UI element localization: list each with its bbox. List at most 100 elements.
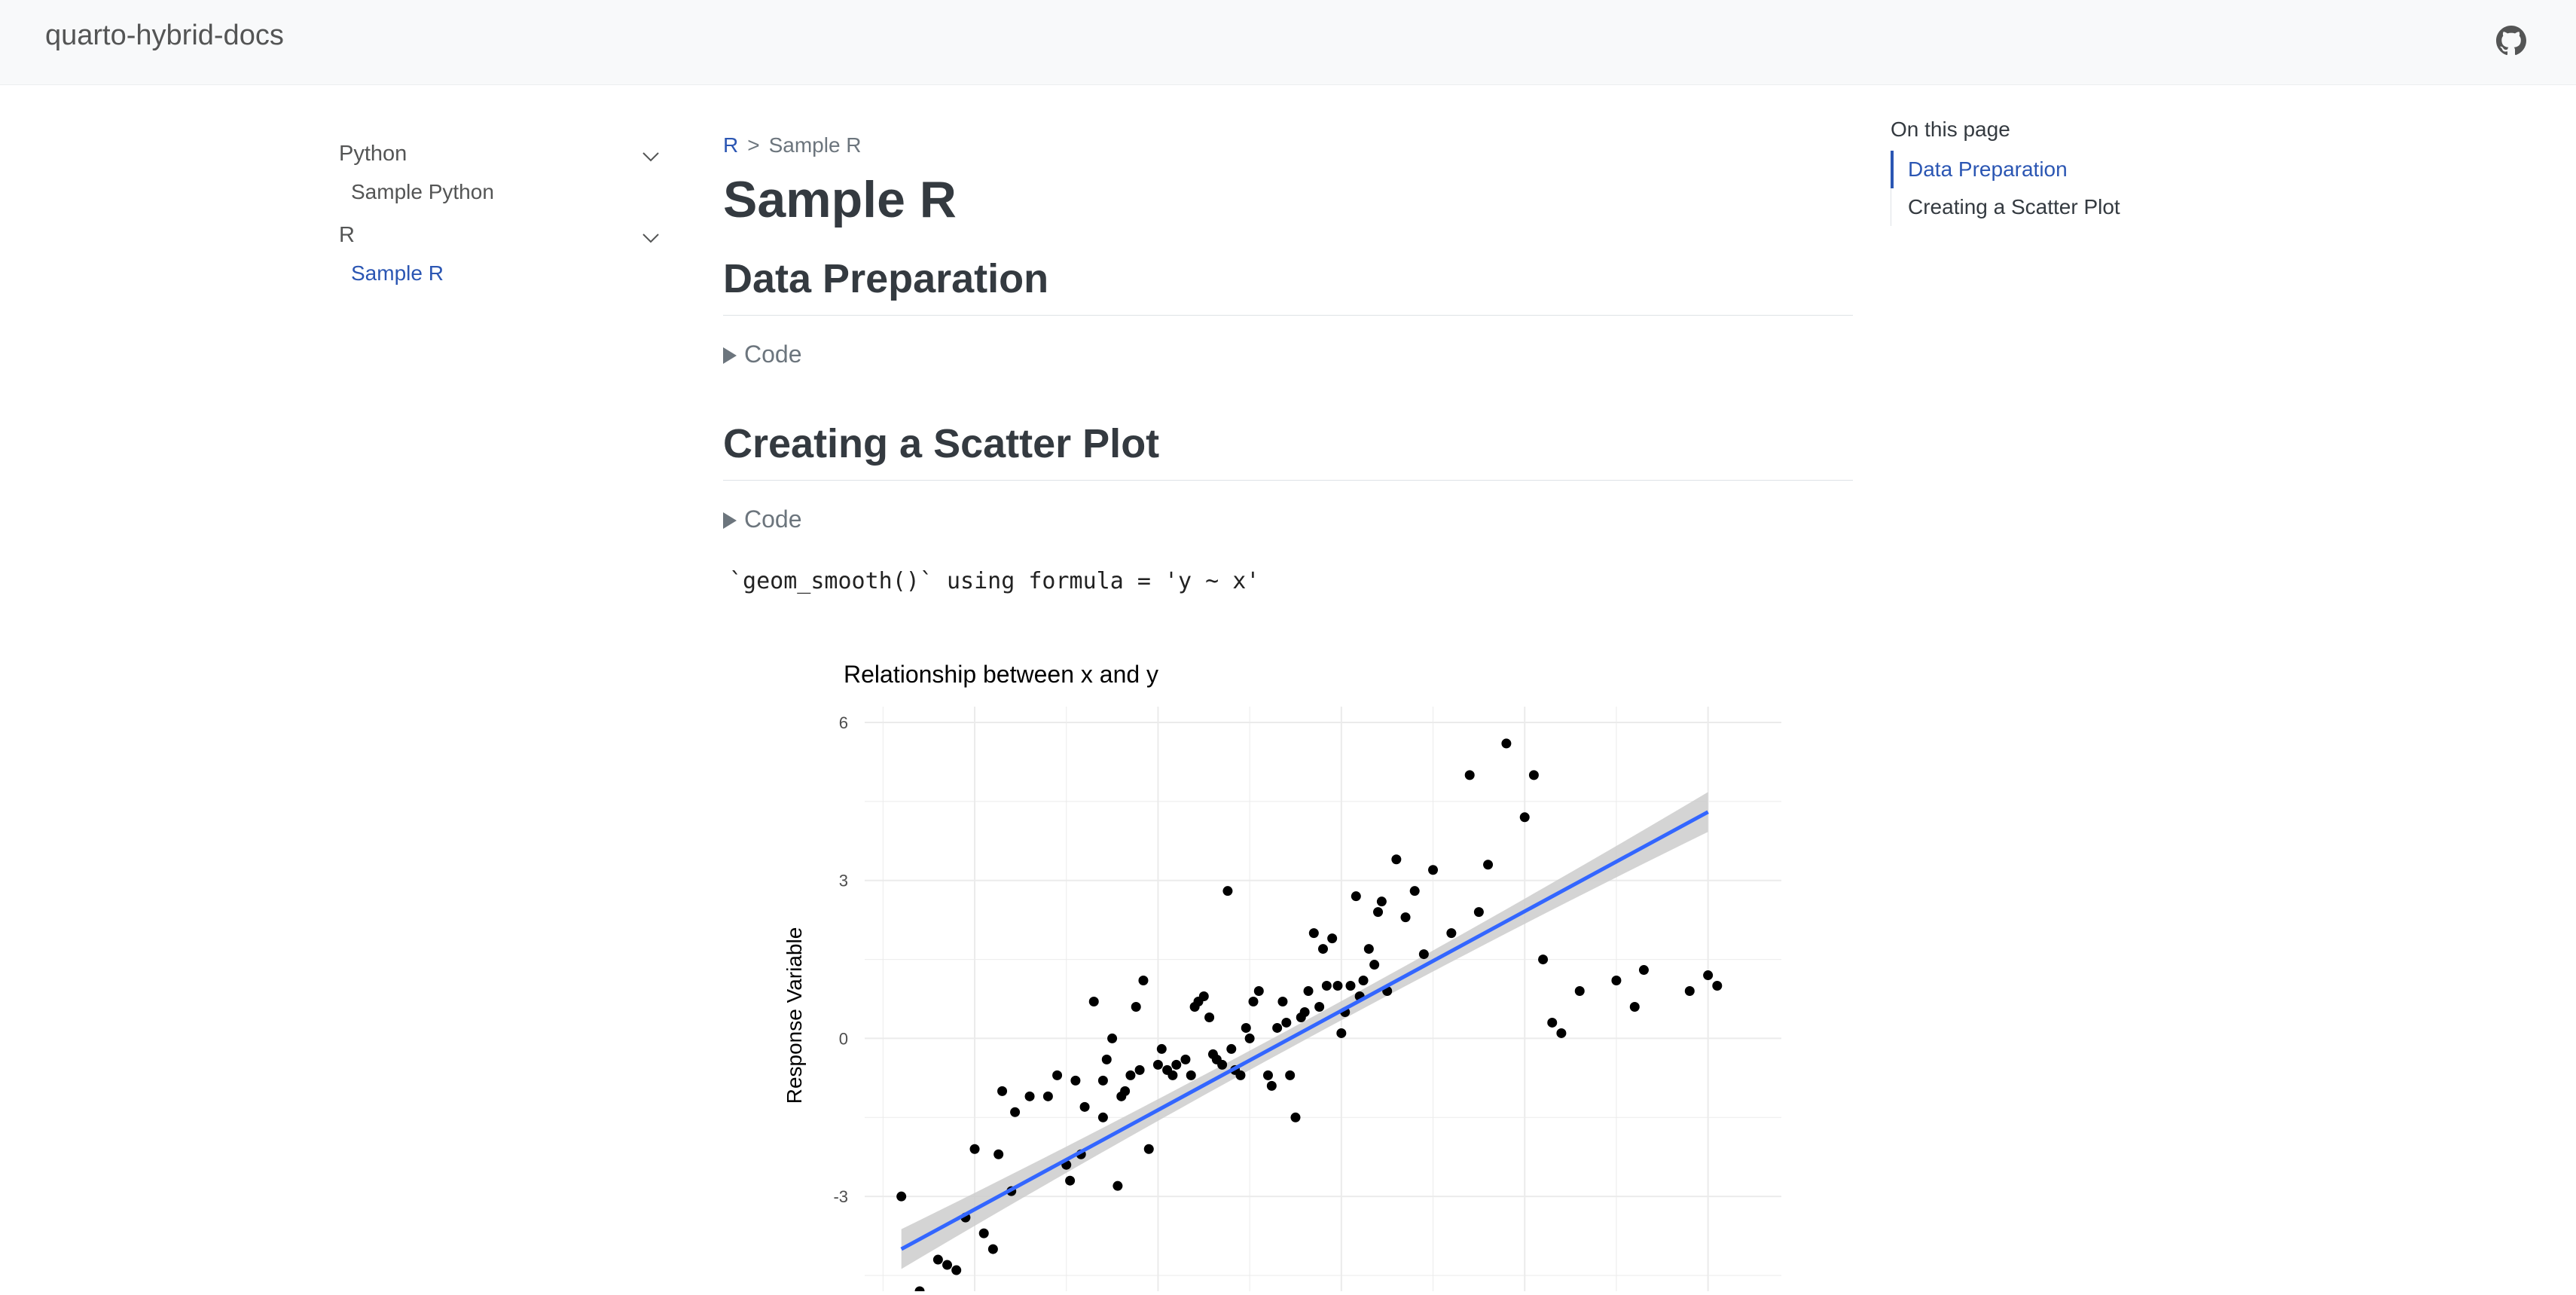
data-point	[1097, 1112, 1108, 1122]
data-point	[1321, 981, 1332, 991]
sidebar-item-sample-r[interactable]: Sample R	[351, 261, 444, 285]
data-point	[1336, 1028, 1347, 1038]
section-heading-data-preparation: Data Preparation	[723, 253, 1853, 316]
toc-item-data-preparation[interactable]: Data Preparation	[1891, 151, 2192, 188]
data-point	[1204, 1012, 1215, 1022]
data-point	[1501, 738, 1512, 749]
data-point	[969, 1144, 980, 1154]
data-point	[1024, 1091, 1035, 1101]
data-point	[1684, 986, 1695, 997]
data-point	[1244, 1033, 1255, 1043]
data-point	[1547, 1017, 1558, 1028]
data-point	[1235, 1070, 1246, 1080]
data-point	[1152, 1059, 1163, 1070]
data-point	[1097, 1075, 1108, 1086]
data-point	[1131, 1001, 1141, 1012]
data-point	[1186, 1070, 1196, 1080]
code-fold-toggle[interactable]: Code	[723, 338, 1853, 370]
data-point	[1125, 1070, 1136, 1080]
data-point	[1198, 991, 1209, 1002]
breadcrumb-separator: >	[747, 133, 760, 157]
chevron-down-icon[interactable]	[640, 149, 661, 164]
data-point	[1345, 981, 1356, 991]
data-point	[1483, 860, 1494, 870]
data-point	[1703, 970, 1714, 981]
data-point	[1113, 1180, 1123, 1191]
data-point	[1281, 1017, 1292, 1028]
data-point	[1277, 996, 1288, 1006]
breadcrumb: R > Sample R	[723, 128, 1853, 163]
sidebar-section-label[interactable]: Python	[339, 142, 407, 166]
chart-y-ticks: 6 3 0 -3	[833, 713, 848, 1206]
data-point	[1241, 1022, 1251, 1033]
data-point	[1290, 1112, 1301, 1122]
data-point	[951, 1265, 962, 1275]
data-point	[914, 1286, 925, 1295]
data-point	[1528, 770, 1539, 780]
site-brand[interactable]: quarto-hybrid-docs	[45, 20, 284, 51]
data-point	[896, 1191, 907, 1202]
data-point	[1042, 1091, 1053, 1101]
data-point	[1253, 986, 1264, 997]
data-point	[1171, 1059, 1182, 1070]
data-point	[942, 1260, 953, 1270]
data-point	[1143, 1144, 1154, 1154]
data-point	[1299, 1006, 1310, 1017]
sidebar-section-python[interactable]: Python	[339, 139, 670, 179]
data-point	[1327, 933, 1338, 944]
data-point	[1358, 976, 1369, 986]
data-point	[1226, 1043, 1237, 1054]
data-point	[932, 1254, 943, 1265]
code-fold-toggle[interactable]: Code	[723, 503, 1853, 535]
toc-title: On this page	[1891, 118, 2010, 141]
toc-item-scatter-plot[interactable]: Creating a Scatter Plot	[1891, 188, 2192, 226]
data-point	[1574, 986, 1585, 997]
data-point	[1248, 996, 1259, 1006]
chevron-down-icon[interactable]	[640, 231, 661, 246]
data-point	[1217, 1059, 1228, 1070]
data-point	[1473, 907, 1484, 918]
data-point	[1369, 960, 1380, 970]
regression-line	[900, 810, 1709, 1251]
data-point	[1088, 996, 1099, 1006]
breadcrumb-link-r[interactable]: R	[723, 133, 739, 157]
data-point	[1120, 1086, 1131, 1096]
data-point	[1222, 886, 1233, 896]
github-icon[interactable]	[2496, 26, 2526, 56]
data-point	[1556, 1028, 1567, 1038]
navbar: quarto-hybrid-docs	[0, 0, 2576, 85]
data-point	[1409, 886, 1420, 896]
data-point	[1156, 1043, 1167, 1054]
data-point	[1611, 976, 1622, 986]
data-point	[1418, 949, 1429, 960]
data-point	[1400, 912, 1411, 923]
data-point	[1079, 1101, 1090, 1112]
data-point	[1629, 1001, 1640, 1012]
disclosure-triangle-icon	[723, 512, 737, 529]
data-point	[1373, 907, 1384, 918]
data-point	[1262, 1070, 1273, 1080]
chart-title: Relationship between x and y	[844, 661, 1158, 688]
table-of-contents: On this page Data Preparation Creating a…	[1891, 113, 2192, 226]
scatter-plot-svg: Relationship between x and y Response Va…	[783, 661, 1781, 1295]
y-tick-label: 6	[839, 713, 848, 732]
data-point	[1134, 1064, 1145, 1075]
y-tick-label: -3	[833, 1187, 848, 1206]
data-point	[1538, 954, 1549, 965]
main-content: R > Sample R Sample R Data Preparation Cod…	[723, 128, 1853, 597]
data-point	[1052, 1070, 1063, 1080]
sidebar-section-label[interactable]: R	[339, 223, 355, 247]
data-point	[987, 1244, 998, 1254]
sidebar-item-sample-python[interactable]: Sample Python	[351, 180, 494, 203]
sidebar-section-r[interactable]: R	[339, 220, 670, 261]
data-point	[1167, 1070, 1178, 1080]
data-point	[1065, 1175, 1076, 1186]
section-heading-scatter-plot: Creating a Scatter Plot	[723, 418, 1853, 481]
data-point	[1107, 1033, 1118, 1043]
scatter-plot-figure: Relationship between x and y Response Va…	[783, 655, 1793, 1295]
data-point	[1266, 1080, 1277, 1091]
code-toggle-label: Code	[744, 505, 802, 533]
data-point	[1363, 944, 1374, 954]
toc-list: Data Preparation Creating a Scatter Plot	[1891, 151, 2192, 226]
data-point	[1010, 1107, 1021, 1117]
